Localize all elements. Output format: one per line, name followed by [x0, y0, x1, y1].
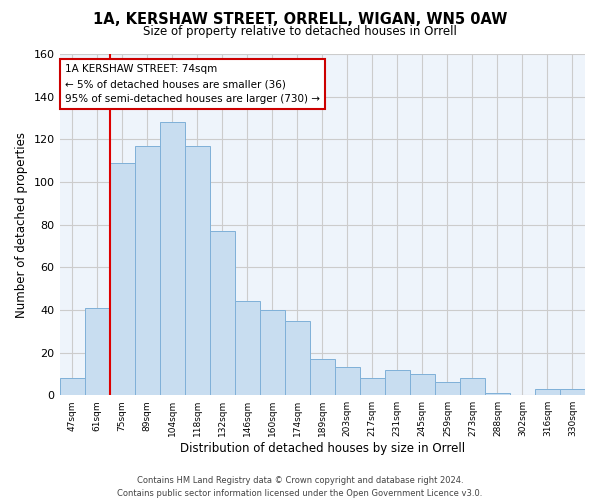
Bar: [485, 393, 510, 395]
Bar: [410, 374, 435, 395]
Bar: [335, 368, 360, 395]
Bar: [535, 389, 560, 395]
Bar: [85, 308, 110, 395]
Text: Contains HM Land Registry data © Crown copyright and database right 2024.
Contai: Contains HM Land Registry data © Crown c…: [118, 476, 482, 498]
X-axis label: Distribution of detached houses by size in Orrell: Distribution of detached houses by size …: [180, 442, 465, 455]
Text: Size of property relative to detached houses in Orrell: Size of property relative to detached ho…: [143, 25, 457, 38]
Bar: [360, 378, 385, 395]
Bar: [460, 378, 485, 395]
Bar: [285, 320, 310, 395]
Y-axis label: Number of detached properties: Number of detached properties: [15, 132, 28, 318]
Bar: [110, 163, 134, 395]
Bar: [560, 389, 585, 395]
Bar: [310, 359, 335, 395]
Bar: [235, 302, 260, 395]
Bar: [59, 378, 85, 395]
Bar: [209, 231, 235, 395]
Bar: [385, 370, 410, 395]
Bar: [185, 146, 209, 395]
Bar: [435, 382, 460, 395]
Text: 1A KERSHAW STREET: 74sqm
← 5% of detached houses are smaller (36)
95% of semi-de: 1A KERSHAW STREET: 74sqm ← 5% of detache…: [65, 64, 320, 104]
Bar: [260, 310, 285, 395]
Bar: [160, 122, 185, 395]
Text: 1A, KERSHAW STREET, ORRELL, WIGAN, WN5 0AW: 1A, KERSHAW STREET, ORRELL, WIGAN, WN5 0…: [93, 12, 507, 28]
Bar: [134, 146, 160, 395]
